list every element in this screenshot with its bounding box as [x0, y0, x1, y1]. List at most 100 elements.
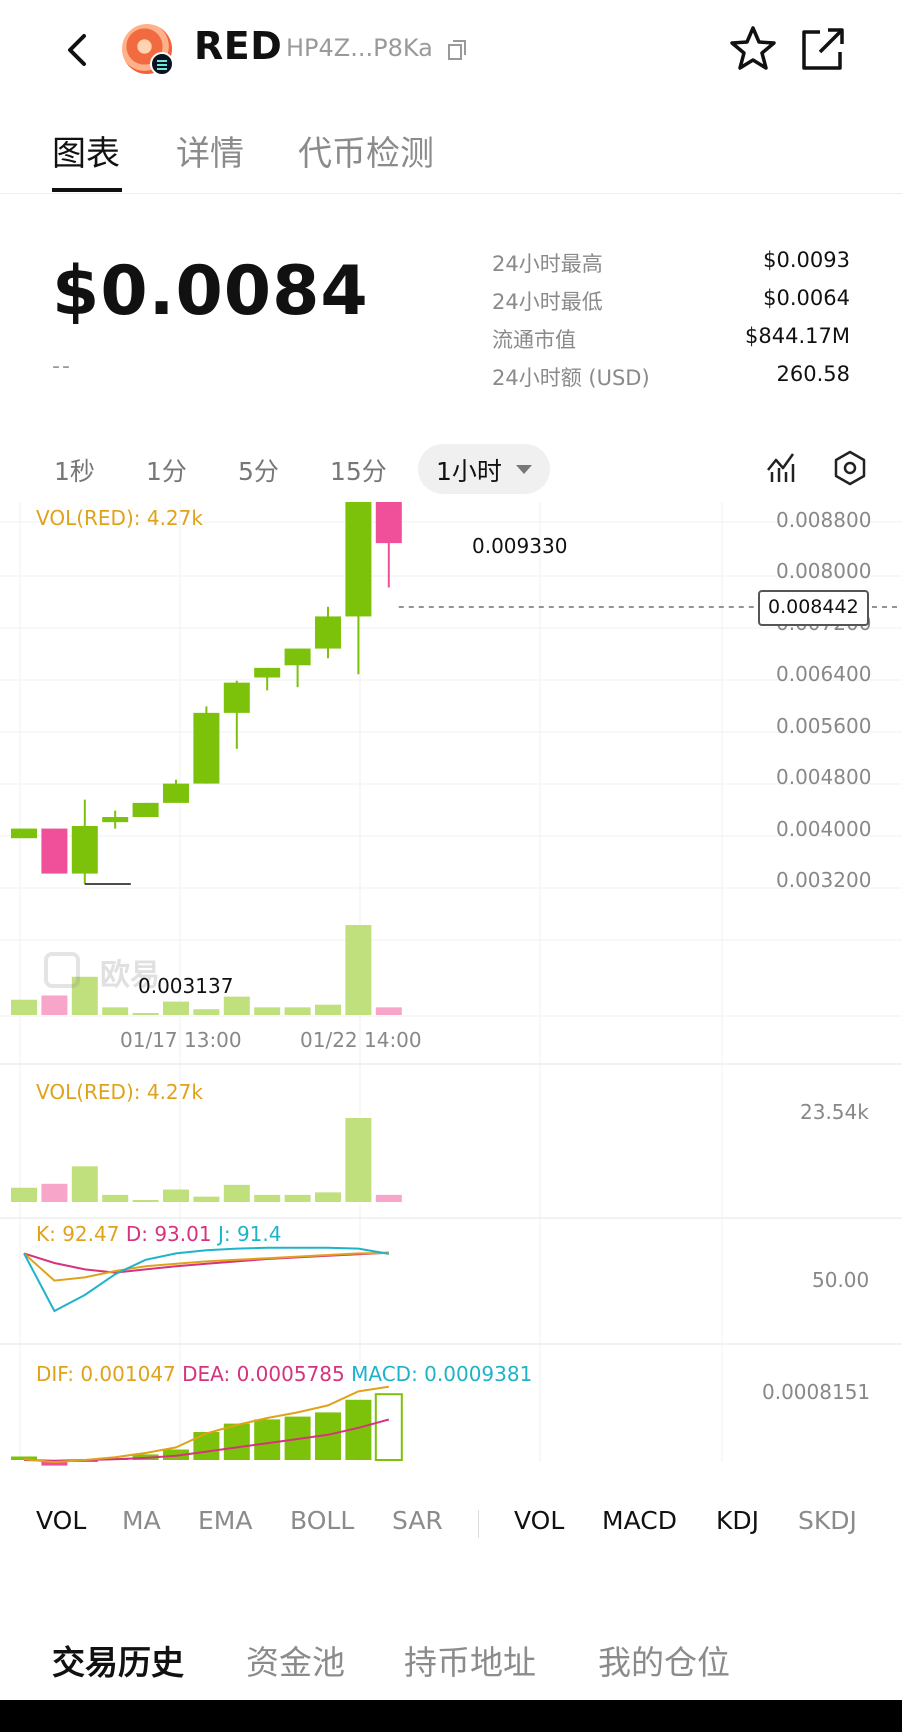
token-address[interactable]: HP4Z...P8Ka [286, 34, 433, 62]
tab-my-position[interactable]: 我的仓位 [598, 1643, 730, 1682]
y-axis-tick: 0.004800 [776, 765, 872, 790]
sub-indicator-kdj[interactable]: KDJ [716, 1506, 760, 1535]
stat-label: 24小时最低 [492, 290, 603, 314]
volume-bar [41, 995, 68, 1015]
candle-body [163, 783, 189, 803]
volume-panel-bar [193, 1196, 220, 1202]
stat-row-24h-low: 24小时最低 $0.0064 [492, 286, 852, 324]
max-price-marker: 0.009330 [472, 534, 568, 558]
main-indicator-boll[interactable]: BOLL [290, 1506, 355, 1535]
volume-bar [284, 1007, 311, 1015]
sub-indicator-macd[interactable]: MACD [602, 1506, 677, 1535]
stat-row-market-cap: 流通市值 $844.17M [492, 324, 852, 362]
macd-histogram-bar [254, 1419, 281, 1460]
tab-liquidity-pool[interactable]: 资金池 [246, 1643, 345, 1682]
macd-histogram-bar [193, 1432, 220, 1460]
kdj-k-value: K: 92.47 [36, 1222, 120, 1246]
stat-value: 260.58 [776, 362, 850, 386]
volume-panel-bar [254, 1194, 281, 1202]
sub-indicator-vol[interactable]: VOL [514, 1506, 565, 1535]
tab-holders[interactable]: 持币地址 [404, 1643, 536, 1682]
macd-histogram-bar [163, 1449, 189, 1460]
solana-chain-icon [150, 52, 174, 76]
kdj-mid-label: 50.00 [812, 1268, 870, 1292]
y-axis-tick: 0.006400 [776, 662, 872, 687]
stat-label: 24小时额 (USD) [492, 366, 650, 390]
main-indicator-vol[interactable]: VOL [36, 1506, 87, 1535]
tab-trade-history[interactable]: 交易历史 [52, 1643, 184, 1682]
main-volume-label: VOL(RED): 4.27k [36, 506, 203, 530]
price-change: -- [52, 354, 72, 379]
volume-bar [315, 1004, 341, 1015]
macd-dea-value: DEA: 0.0005785 [182, 1362, 345, 1386]
volume-bar [375, 1007, 402, 1015]
tab-details[interactable]: 详情 [176, 134, 244, 174]
volume-panel-bar [163, 1189, 189, 1202]
watermark-logo-icon [44, 952, 80, 988]
interval-5m[interactable]: 5分 [238, 457, 279, 486]
volume-bar [345, 925, 372, 1015]
tab-token-check[interactable]: 代币检测 [298, 134, 434, 174]
volume-bar [254, 1007, 281, 1015]
interval-1s[interactable]: 1秒 [54, 457, 95, 486]
current-price: $0.0084 [52, 252, 369, 331]
volume-bar [132, 1013, 159, 1015]
interval-selector: 1秒 1分 5分 15分 1小时 [0, 440, 902, 500]
volume-bar [193, 1009, 220, 1015]
x-axis-tick: 01/22 14:00 [300, 1028, 422, 1052]
interval-1h-dropdown[interactable]: 1小时 [418, 444, 550, 494]
last-price-tag: 0.008442 [758, 590, 869, 626]
volume-panel-bar [71, 1166, 98, 1202]
share-external-icon[interactable] [800, 26, 846, 72]
y-axis-tick: 0.008800 [776, 508, 872, 532]
indicator-chart-icon[interactable] [766, 450, 798, 484]
main-indicator-sar[interactable]: SAR [392, 1506, 443, 1535]
favorite-star-icon[interactable] [728, 24, 778, 74]
macd-ref-label: 0.0008151 [762, 1380, 871, 1404]
volume-panel-bar [41, 1183, 68, 1202]
y-axis-tick: 0.003200 [776, 868, 872, 892]
macd-histogram-bar [223, 1423, 250, 1460]
chart-canvas [0, 502, 902, 1466]
volume-panel-bar [132, 1200, 159, 1202]
interval-1m[interactable]: 1分 [146, 457, 187, 486]
macd-dif-line [23, 1385, 389, 1464]
candle-body [315, 616, 341, 649]
candle-body [345, 502, 372, 617]
main-indicator-ma[interactable]: MA [122, 1506, 161, 1535]
volume-panel-bar [345, 1118, 372, 1202]
y-axis-tick: 0.004000 [776, 816, 872, 841]
candle-body [223, 682, 250, 713]
kdj-d-value: D: 93.01 [125, 1222, 212, 1246]
macd-value: MACD: 0.0009381 [351, 1362, 533, 1386]
token-name: RED [194, 24, 283, 68]
kdj-j-line [23, 1246, 389, 1313]
volume-bar [11, 999, 37, 1015]
interval-active-label: 1小时 [436, 457, 502, 486]
candle-body [41, 828, 68, 874]
candle-body [254, 667, 281, 678]
macd-histogram-bar [11, 1456, 37, 1460]
candle-body [71, 826, 98, 874]
volume-panel-label: VOL(RED): 4.27k [36, 1080, 203, 1104]
sub-indicator-skdj[interactable]: SKDJ [798, 1506, 857, 1535]
back-arrow-icon[interactable] [60, 28, 96, 72]
kdj-k-line [23, 1252, 389, 1282]
volume-panel-bar [223, 1184, 250, 1202]
min-price-marker: 0.003137 [138, 974, 234, 998]
stat-value: $0.0093 [763, 248, 850, 272]
watermark-text: 欧易 [100, 958, 160, 993]
volume-bar [102, 1007, 129, 1015]
price-chart[interactable]: 欧易 VOL(RED): 4.27k 0.0088000.0080000.007… [0, 502, 902, 1482]
interval-15m[interactable]: 15分 [330, 457, 387, 486]
chart-settings-icon[interactable] [832, 450, 868, 486]
copy-icon[interactable] [448, 40, 466, 60]
candle-body [132, 802, 159, 818]
stat-label: 流通市值 [492, 328, 576, 352]
indicator-divider [478, 1510, 479, 1538]
stat-label: 24小时最高 [492, 252, 603, 276]
tab-chart[interactable]: 图表 [52, 134, 120, 174]
main-indicator-ema[interactable]: EMA [198, 1506, 253, 1535]
system-nav-bar [0, 1700, 902, 1732]
volume-panel-bar [11, 1187, 37, 1202]
